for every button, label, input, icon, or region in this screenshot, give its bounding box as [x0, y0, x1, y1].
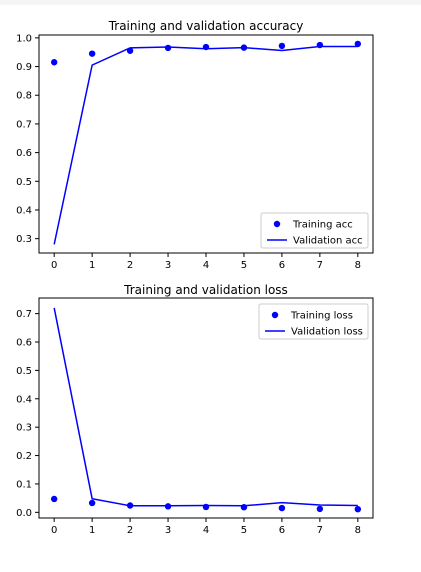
y-tick-label: 0.7 — [16, 309, 32, 320]
data-point-training-acc — [278, 42, 286, 50]
legend-label: Validation acc — [293, 236, 363, 247]
data-point-training-loss — [50, 495, 58, 503]
y-tick-label: 0.5 — [16, 366, 32, 377]
x-tick-label: 1 — [89, 260, 95, 271]
legend-label: Training loss — [290, 311, 353, 322]
x-tick-label: 3 — [165, 260, 171, 271]
x-tick-label: 6 — [279, 260, 285, 271]
series-line-validation-loss — [53, 307, 358, 507]
data-point-training-loss — [316, 505, 324, 513]
y-tick-label: 0.1 — [16, 479, 32, 490]
data-point-training-loss — [88, 499, 96, 507]
x-tick-label: 2 — [127, 260, 133, 271]
y-tick-label: 0.6 — [16, 148, 32, 159]
data-point-training-loss — [278, 504, 286, 512]
y-tick-label: 0.0 — [16, 508, 32, 519]
chart-title: Training and validation loss — [123, 283, 288, 297]
legend-point-marker — [273, 220, 281, 228]
y-tick-label: 0.8 — [16, 91, 32, 102]
x-tick-label: 0 — [51, 260, 57, 271]
y-tick-label: 0.4 — [16, 394, 32, 405]
x-tick-label: 1 — [89, 525, 95, 536]
data-point-training-acc — [88, 50, 96, 57]
y-tick-label: 0.4 — [16, 205, 32, 216]
legend: Training loss Validation loss — [258, 303, 369, 340]
data-point-training-loss — [354, 506, 362, 513]
x-tick-label: 4 — [203, 260, 209, 271]
y-tick-label: 0.6 — [16, 338, 32, 349]
legend-label: Validation loss — [291, 327, 363, 338]
x-tick-label: 7 — [317, 525, 323, 536]
x-tick-label: 4 — [203, 525, 209, 536]
x-tick-label: 0 — [51, 525, 57, 536]
x-tick-label: 5 — [241, 260, 247, 271]
y-tick-label: 0.7 — [16, 119, 32, 130]
chart-0: Training and validation accuracy 0 1 2 3 4 5 6 7… — [16, 19, 374, 271]
y-tick-label: 0.3 — [16, 423, 32, 434]
data-point-training-acc — [50, 59, 58, 66]
x-tick-label: 2 — [127, 525, 133, 536]
legend-box — [258, 303, 369, 340]
x-tick-label: 8 — [355, 260, 361, 271]
y-tick-label: 0.3 — [16, 234, 32, 245]
series-line-validation-acc — [53, 45, 358, 245]
y-tick-label: 0.5 — [16, 177, 32, 188]
page-top-strip — [0, 0, 421, 5]
data-point-training-acc — [164, 44, 172, 52]
y-tick-label: 1.0 — [16, 33, 32, 44]
y-tick-label: 0.9 — [16, 62, 32, 73]
legend: Training acc Validation acc — [260, 212, 369, 249]
x-tick-label: 7 — [317, 260, 323, 271]
x-tick-label: 3 — [165, 525, 171, 536]
legend-point-marker — [271, 311, 279, 319]
x-tick-label: 8 — [355, 525, 361, 536]
x-tick-label: 5 — [241, 525, 247, 536]
chart-title: Training and validation accuracy — [108, 19, 304, 33]
legend-label: Training acc — [292, 220, 353, 231]
x-tick-label: 6 — [279, 525, 285, 536]
data-point-training-acc — [354, 40, 362, 48]
chart-1: Training and validation loss 0 1 2 3 4 5 6 7 8 0.0… — [16, 283, 374, 536]
legend-box — [260, 212, 369, 249]
y-tick-label: 0.2 — [16, 451, 32, 462]
data-point-training-loss — [202, 503, 210, 511]
